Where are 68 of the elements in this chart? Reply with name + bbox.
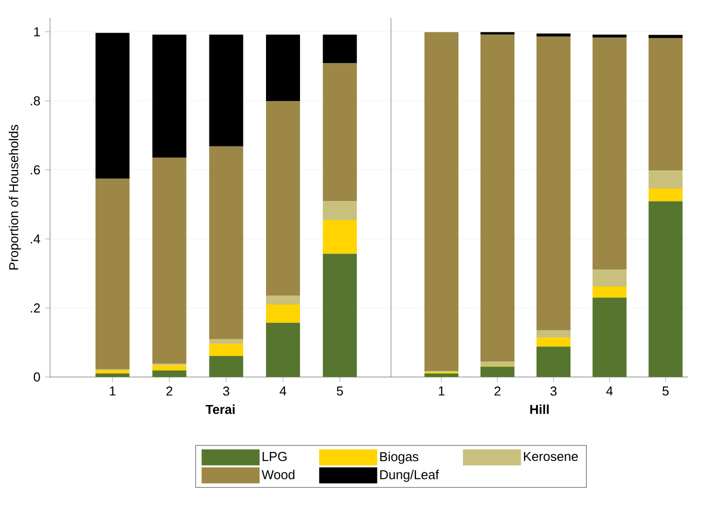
bar: [96, 374, 130, 377]
x-tick-label: 4: [606, 386, 613, 396]
bar: [592, 38, 627, 270]
x-tick-label: 5: [336, 386, 343, 396]
bar: [209, 339, 244, 344]
bar: [96, 178, 130, 370]
bar: [96, 32, 130, 179]
bar: [480, 32, 514, 35]
legend-label: LPG: [262, 452, 287, 462]
x-axis-title: Hill: [530, 404, 549, 414]
bar: [536, 338, 571, 347]
bar: [152, 34, 186, 158]
x-tick-label: 2: [166, 386, 172, 396]
bar: [592, 286, 627, 298]
bar: [152, 365, 186, 370]
y-tick-label: .4: [30, 234, 40, 244]
x-tick-label: 3: [223, 386, 230, 396]
bar: [152, 370, 186, 377]
bar: [536, 34, 571, 37]
bar: [266, 304, 300, 323]
bar: [480, 362, 514, 366]
x-tick-label: 2: [494, 386, 500, 396]
bar: [648, 201, 683, 377]
x-axis-title: Terai: [206, 404, 235, 414]
bar: [322, 63, 357, 202]
y-tick-label: .2: [30, 303, 40, 312]
bar: [536, 346, 571, 377]
bar: [209, 356, 244, 377]
bar: [266, 101, 300, 296]
y-tick-label: 1: [34, 27, 40, 36]
legend-label: Kerosene: [524, 452, 578, 462]
bar: [648, 38, 683, 171]
bar: [266, 296, 300, 305]
bar: [322, 220, 357, 254]
bar: [480, 34, 514, 362]
bar: [96, 370, 130, 374]
bar: [266, 34, 300, 102]
bar: [592, 270, 627, 287]
x-tick-label: 4: [280, 386, 286, 396]
x-tick-label: 3: [550, 386, 557, 396]
bar: [592, 34, 627, 38]
x-tick-label: 1: [110, 386, 116, 396]
bar: [209, 146, 244, 340]
y-tick-label: .8: [30, 96, 40, 106]
bar: [322, 34, 357, 64]
bar: [152, 158, 186, 364]
bar: [209, 34, 244, 146]
bar: [266, 322, 300, 377]
bar: [648, 34, 683, 38]
bar: [536, 36, 571, 330]
bar: [209, 344, 244, 356]
bar: [480, 366, 514, 377]
y-tick-label: .6: [30, 165, 40, 174]
bar: [424, 374, 458, 377]
legend-label: Dung/Leaf: [380, 470, 439, 482]
x-tick-label: 5: [662, 386, 669, 396]
legend-label: Wood: [262, 470, 294, 480]
y-axis-title: Proportion of Households: [8, 124, 21, 270]
y-tick-label: 0: [34, 372, 40, 382]
bar: [322, 201, 357, 220]
bar: [536, 330, 571, 338]
bar: [648, 170, 683, 189]
bar: [648, 188, 683, 202]
bar: [592, 298, 627, 377]
x-tick-label: 1: [438, 386, 444, 396]
bar: [322, 254, 357, 377]
bar: [424, 32, 458, 372]
legend-label: Biogas: [380, 452, 418, 464]
